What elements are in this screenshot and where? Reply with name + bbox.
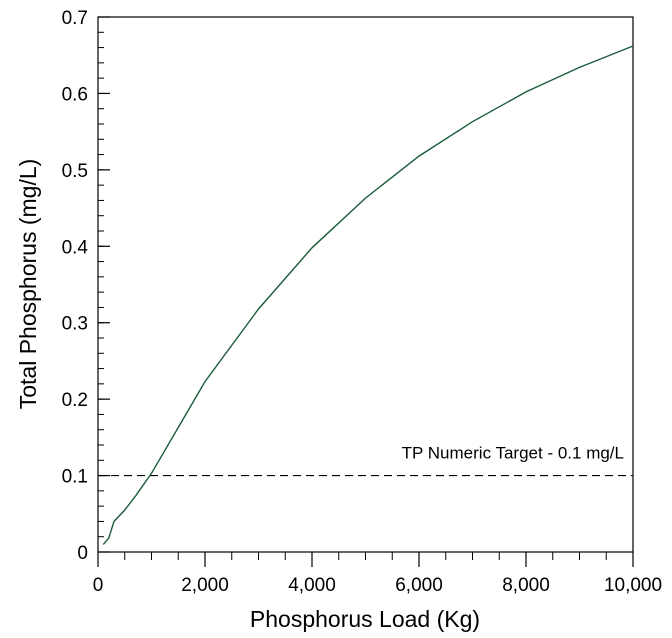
y-tick-label: 0 xyxy=(77,543,88,564)
x-tick-label: 0 xyxy=(93,575,104,596)
y-tick-label: 0.7 xyxy=(62,8,88,29)
x-tick-label: 10,000 xyxy=(604,575,662,596)
x-tick-label: 2,000 xyxy=(181,575,229,596)
y-tick-label: 0.4 xyxy=(62,237,89,258)
series-line xyxy=(102,45,634,545)
tp-target-label: TP Numeric Target - 0.1 mg/L xyxy=(402,444,624,463)
x-tick-labels: 0 2,000 4,000 6,000 8,000 10,000 xyxy=(93,575,662,596)
y-tick-label: 0.1 xyxy=(62,467,88,488)
y-axis-title: Total Phosphorus (mg/L) xyxy=(15,159,41,410)
y-tick-label: 0.3 xyxy=(62,314,88,335)
x-tick-label: 8,000 xyxy=(502,575,550,596)
y-tick-label: 0.5 xyxy=(62,161,88,182)
y-tick-labels: 0 0.1 0.2 0.3 0.4 0.5 0.6 0.7 xyxy=(62,8,89,564)
x-axis-title: Phosphorus Load (Kg) xyxy=(250,606,480,632)
x-tick-label: 4,000 xyxy=(288,575,336,596)
y-tick-label: 0.2 xyxy=(62,390,88,411)
plot-area xyxy=(97,16,634,553)
y-tick-label: 0.6 xyxy=(62,84,88,105)
x-tick-label: 6,000 xyxy=(395,575,443,596)
